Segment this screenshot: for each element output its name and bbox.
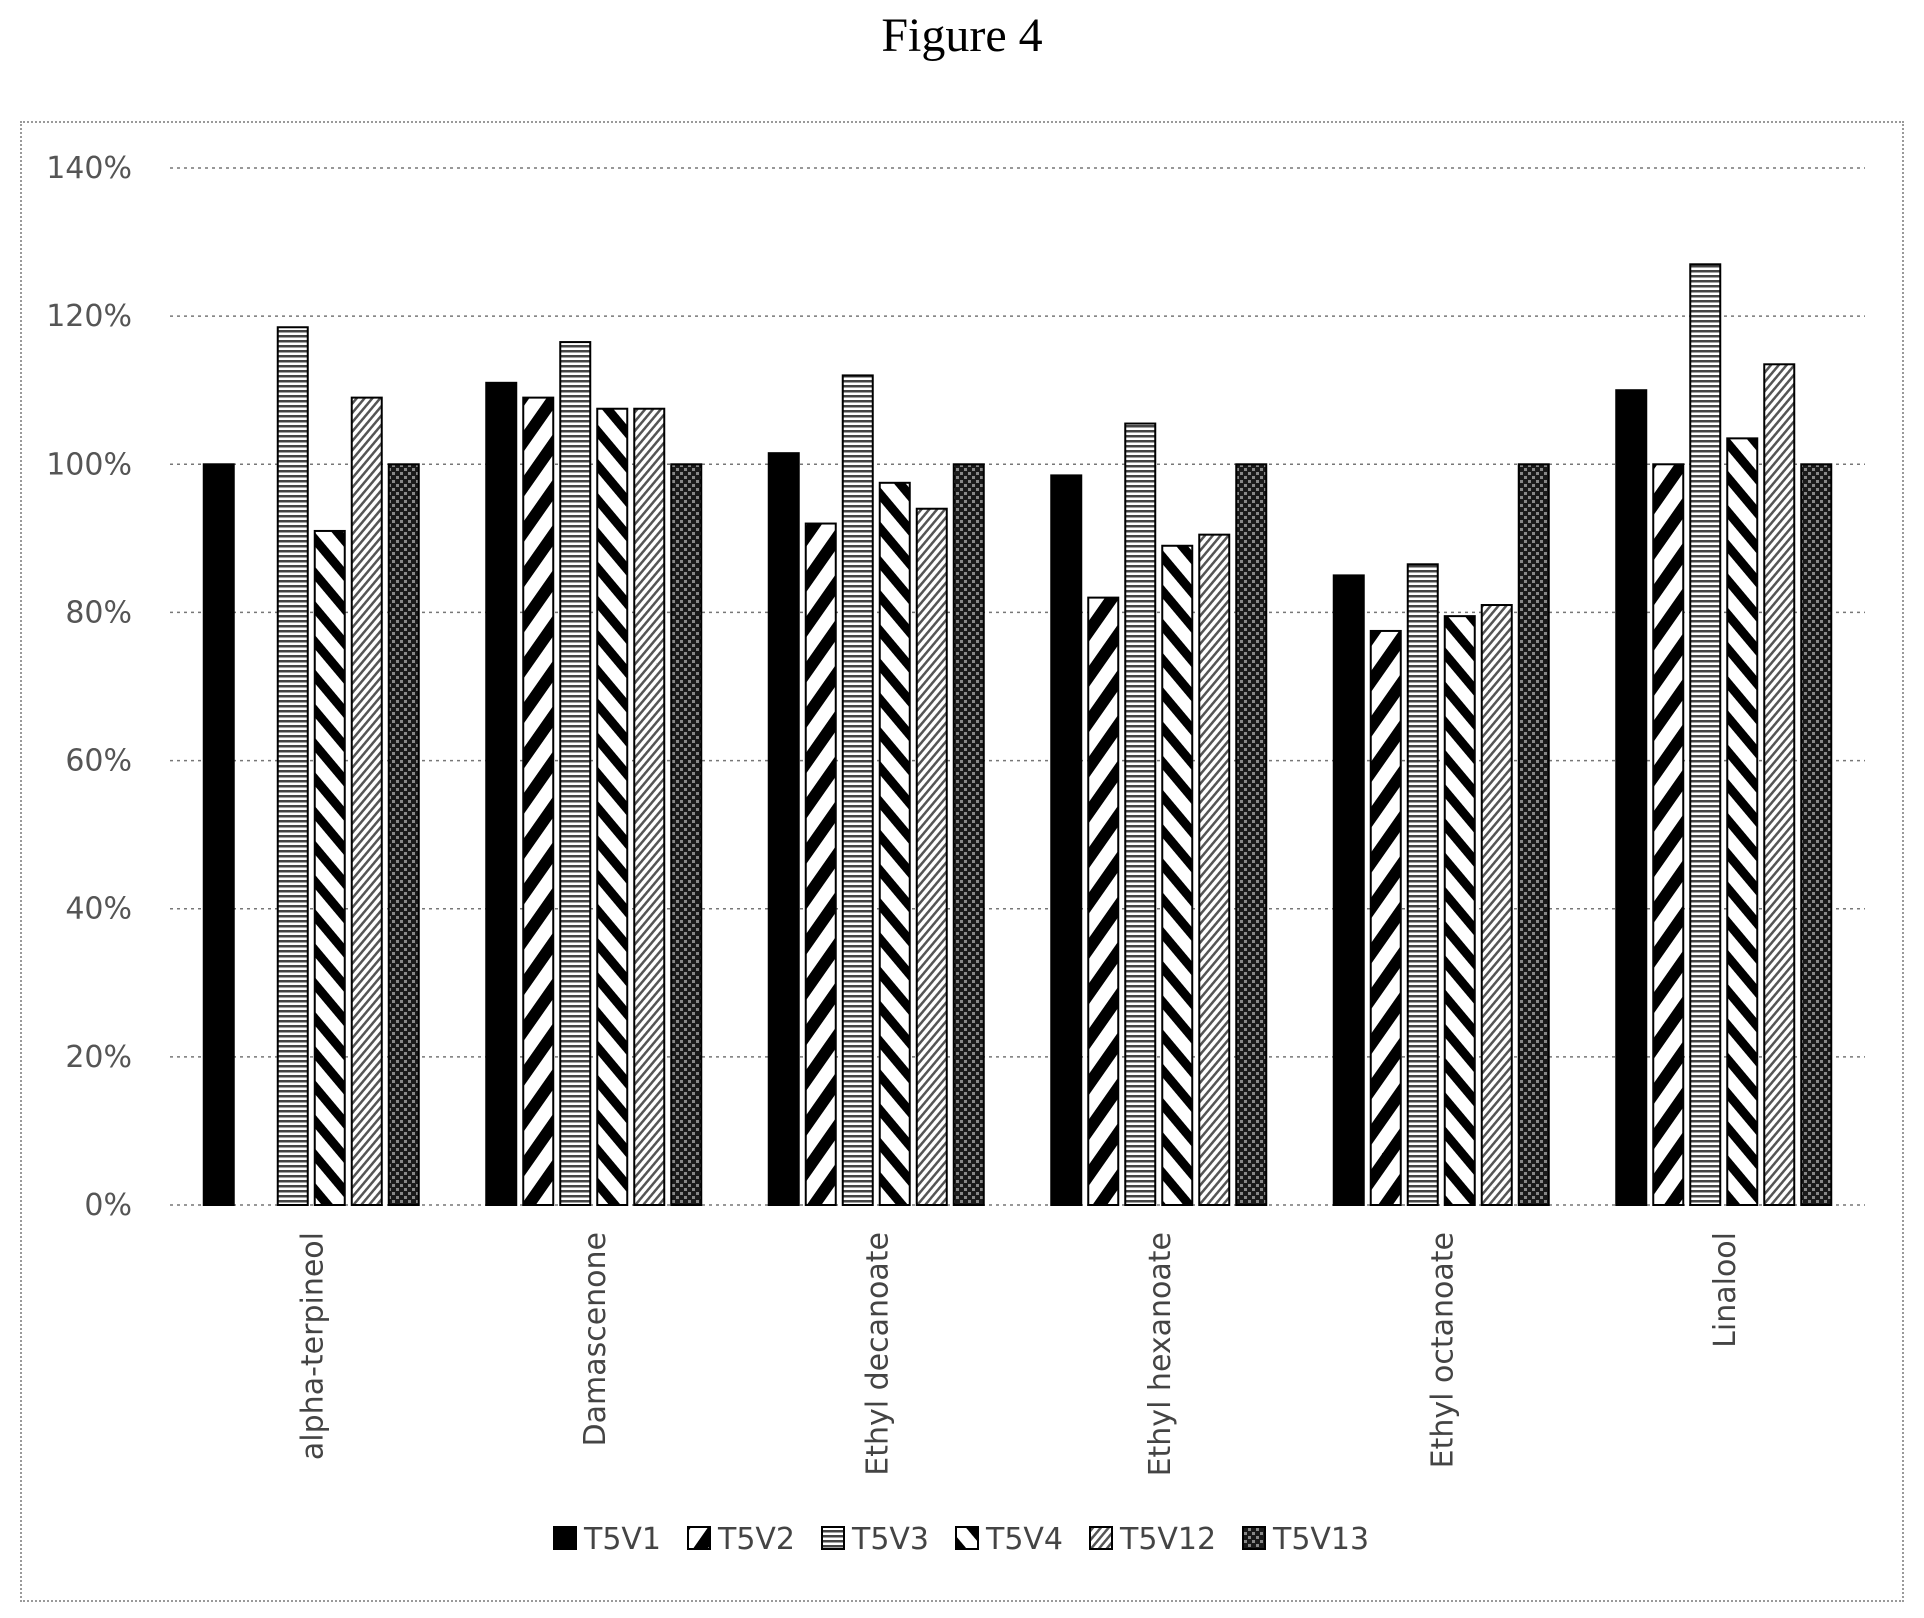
bar-t5v4 xyxy=(878,481,911,1206)
bar-t5v3 xyxy=(559,341,592,1206)
bar-t5v2 xyxy=(1652,463,1685,1206)
bar-t5v12 xyxy=(1198,533,1231,1206)
bar-t5v13 xyxy=(1517,463,1550,1206)
bar-t5v4 xyxy=(1726,437,1759,1206)
y-tick-label: 80% xyxy=(65,595,132,630)
legend-label: T5V13 xyxy=(1272,1522,1369,1557)
bar-t5v13 xyxy=(387,463,420,1206)
y-tick-label: 100% xyxy=(46,447,132,482)
legend-label: T5V12 xyxy=(1119,1522,1216,1557)
bar-t5v13 xyxy=(1235,463,1268,1206)
chart-frame xyxy=(20,121,1904,1602)
y-tick-label: 60% xyxy=(65,744,132,779)
bar-t5v2 xyxy=(1369,629,1402,1206)
bar-t5v2 xyxy=(804,522,837,1206)
legend-label: T5V1 xyxy=(583,1522,661,1557)
bar-t5v12 xyxy=(350,396,383,1207)
bar-t5v3 xyxy=(1124,422,1157,1206)
x-category-label: Damascenone xyxy=(578,1232,613,1447)
bar-t5v13 xyxy=(1800,463,1833,1206)
bar-t5v3 xyxy=(841,374,874,1206)
bar-t5v3 xyxy=(1406,563,1439,1206)
bar-t5v4 xyxy=(313,529,346,1206)
bar-t5v1 xyxy=(1050,474,1083,1206)
legend-swatch-t5v3 xyxy=(821,1526,845,1550)
legend-swatch-t5v1 xyxy=(553,1526,577,1550)
bar-t5v1 xyxy=(1615,389,1648,1206)
figure-title: Figure 4 xyxy=(881,9,1043,62)
bar-t5v12 xyxy=(633,407,666,1207)
bar-t5v4 xyxy=(1161,544,1194,1206)
y-tick-label: 0% xyxy=(84,1188,132,1223)
bar-t5v1 xyxy=(202,463,235,1206)
bar-t5v12 xyxy=(1763,363,1796,1206)
y-tick-label: 120% xyxy=(46,299,132,334)
legend-label: T5V3 xyxy=(851,1522,929,1557)
bar-t5v4 xyxy=(1443,615,1476,1206)
x-category-label: Linalool xyxy=(1708,1232,1743,1348)
bar-t5v4 xyxy=(596,407,629,1207)
x-category-label: Ethyl decanoate xyxy=(860,1232,895,1476)
legend-swatch-t5v13 xyxy=(1242,1526,1266,1550)
bar-t5v3 xyxy=(276,326,309,1206)
bar-t5v1 xyxy=(1332,574,1365,1206)
y-tick-label: 140% xyxy=(46,151,132,186)
bar-t5v1 xyxy=(485,381,518,1206)
bar-t5v12 xyxy=(915,507,948,1206)
bar-t5v12 xyxy=(1480,604,1513,1206)
bar-t5v13 xyxy=(952,463,985,1206)
x-category-label: alpha-terpineol xyxy=(295,1232,330,1460)
x-category-label: Ethyl hexanoate xyxy=(1143,1232,1178,1476)
legend-label: T5V2 xyxy=(717,1522,795,1557)
bar-t5v1 xyxy=(767,452,800,1206)
legend-label: T5V4 xyxy=(985,1522,1063,1557)
bar-t5v13 xyxy=(670,463,703,1206)
x-category-label: Ethyl octanoate xyxy=(1425,1232,1460,1468)
bar-t5v3 xyxy=(1689,263,1722,1206)
legend-swatch-t5v4 xyxy=(955,1526,979,1550)
y-tick-label: 40% xyxy=(65,892,132,927)
legend-swatch-t5v12 xyxy=(1089,1526,1113,1550)
y-tick-label: 20% xyxy=(65,1040,132,1075)
legend-swatch-t5v2 xyxy=(687,1526,711,1550)
bar-t5v2 xyxy=(522,396,555,1207)
bar-t5v2 xyxy=(1087,596,1120,1206)
